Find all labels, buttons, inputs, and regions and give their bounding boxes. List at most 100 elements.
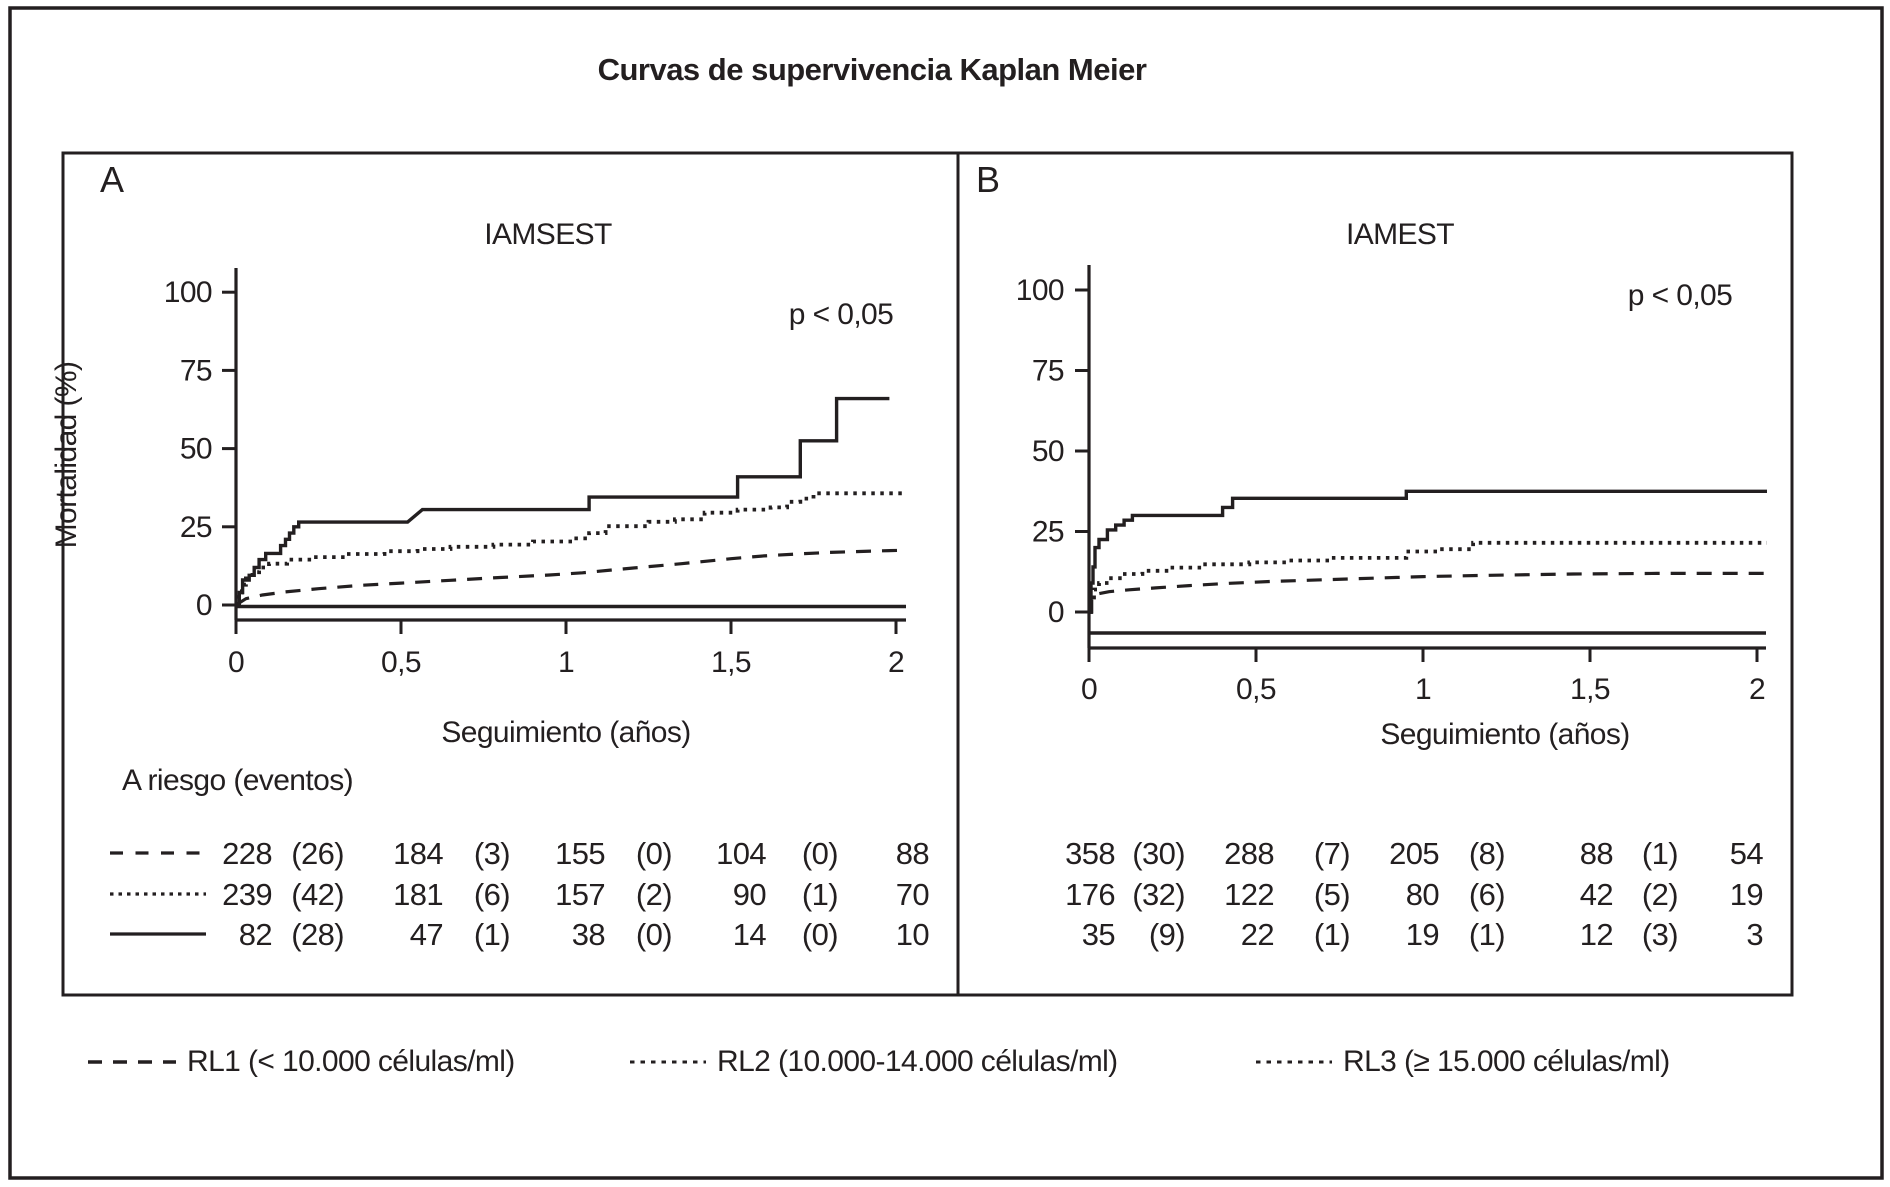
panel-b-x-tick-label: 1: [1415, 673, 1431, 706]
rl1-key-line-icon: [88, 1060, 176, 1064]
panel-b-y-tick-label: 50: [1032, 435, 1064, 468]
panel-a-at-risk-events: (2): [636, 877, 672, 912]
panel-a-y-tick-label: 75: [180, 354, 212, 387]
panel-b-at-risk-count: 176: [1065, 877, 1115, 912]
panel-b-curve-rl2: [1089, 540, 1767, 614]
panel-b-curve-rl1: [1089, 571, 1767, 614]
panel-b-curve-rl3: [1089, 489, 1767, 614]
panel-a-at-risk-count: 88: [896, 836, 929, 871]
panel-b-subtitle: IAMEST: [1346, 218, 1454, 251]
panel-b-at-risk-count: 12: [1580, 917, 1613, 952]
panel-b-x-axis-title: Seguimiento (años): [1380, 718, 1629, 751]
panel-b-at-risk-count: 80: [1406, 877, 1440, 912]
legend-item-rl1: RL1 (< 10.000 células/ml): [86, 1040, 515, 1084]
panel-b-at-risk-count: 54: [1730, 836, 1764, 871]
panel-a-at-risk-events: (1): [802, 877, 838, 912]
panel-a-x-tick-label: 0: [228, 646, 244, 679]
panel-a-y-tick-label: 0: [196, 589, 212, 622]
panel-b-at-risk-events: (6): [1469, 877, 1505, 912]
panel-b-at-risk-count: 19: [1406, 917, 1439, 952]
panel-a-at-risk-events: (28): [291, 917, 344, 952]
panel-a-at-risk-count: 239: [222, 877, 272, 912]
panel-b-x-tick-label: 0: [1081, 673, 1097, 706]
panel-a-at-risk-events: (0): [802, 836, 838, 871]
panel-b-y-tick-label: 100: [1016, 274, 1064, 307]
panel-b-at-risk-events: (30): [1132, 836, 1185, 871]
panel-b-y-tick-label: 0: [1048, 596, 1064, 629]
legend-label-rl2: RL2 (10.000-14.000 células/ml): [717, 1045, 1118, 1078]
panel-b-at-risk-events: (1): [1314, 917, 1350, 952]
panel-a-at-risk-count: 155: [555, 836, 605, 871]
panel-b-at-risk-events: (1): [1469, 917, 1505, 952]
panel-a-y-tick-label: 100: [164, 276, 212, 309]
panel-a-x-tick-label: 1: [558, 646, 574, 679]
panel-a-curve-rl1: [235, 548, 903, 607]
legend-item-rl3: RL3 (≥ 15.000 células/ml): [1254, 1040, 1670, 1084]
panel-b-x-tick-label: 0,5: [1236, 673, 1276, 706]
panel-a-at-risk-count: 157: [555, 877, 605, 912]
panel-a-curve-rl2: [236, 491, 906, 607]
panel-b-at-risk-events: (3): [1642, 917, 1678, 952]
panel-a-at-risk-count: 70: [896, 877, 930, 912]
panel-b-p-value: p < 0,05: [1628, 279, 1732, 312]
panel-a-at-risk-count: 184: [393, 836, 443, 871]
panel-a-at-risk-count: 10: [896, 917, 930, 952]
rl2-key-line-icon: [630, 1060, 706, 1064]
panel-b-at-risk-events: (8): [1469, 836, 1505, 871]
panel-b-at-risk-events: (1): [1642, 836, 1678, 871]
panel-b-x-tick-label: 2: [1749, 673, 1765, 706]
panel-b-at-risk-count: 358: [1065, 836, 1115, 871]
panel-a-curve-rl3: [236, 396, 890, 607]
panel-b-at-risk-events: (7): [1314, 836, 1350, 871]
panel-b-at-risk-events: (32): [1132, 877, 1185, 912]
panel-a-at-risk-events: (1): [474, 917, 510, 952]
panel-a-y-axis-title: Mortalidad (%): [50, 362, 83, 549]
panel-b-at-risk-count: 35: [1082, 917, 1115, 952]
panel-b-y-tick-label: 75: [1032, 355, 1064, 388]
panel-a-at-risk-count: 228: [222, 836, 272, 871]
panel-b-y-tick-label: 25: [1032, 516, 1064, 549]
panels-box: [61, 151, 1794, 997]
panel-a-at-risk-events: (3): [474, 836, 510, 871]
panel-a-y-tick-label: 50: [180, 433, 212, 466]
panel-a-at-risk-count: 14: [733, 917, 767, 952]
panel-b-at-risk-count: 19: [1730, 877, 1763, 912]
panel-b-at-risk-count: 122: [1224, 877, 1274, 912]
panel-a-at-risk-count: 47: [410, 917, 443, 952]
panel-a-x-tick-label: 0,5: [381, 646, 421, 679]
panel-b-at-risk-events: (9): [1149, 917, 1185, 952]
panel-a-y-tick-label: 25: [180, 511, 212, 544]
legend-label-rl3: RL3 (≥ 15.000 células/ml): [1343, 1045, 1670, 1078]
panel-a-at-risk-events: (0): [636, 917, 672, 952]
panel-b-at-risk-count: 42: [1580, 877, 1613, 912]
panel-a-label: A: [100, 159, 124, 200]
panel-a-at-risk-events: (0): [802, 917, 838, 952]
panel-b-label: B: [976, 159, 999, 200]
panel-b-x-tick-label: 1,5: [1570, 673, 1610, 706]
legend-item-rl2: RL2 (10.000-14.000 células/ml): [628, 1040, 1118, 1084]
panel-a-at-risk-count: 181: [393, 877, 443, 912]
panel-b-at-risk-events: (5): [1314, 877, 1350, 912]
panel-a-at-risk-count: 104: [716, 836, 766, 871]
panel-a-p-value: p < 0,05: [789, 298, 893, 331]
panel-b-at-risk-count: 22: [1241, 917, 1274, 952]
panel-a-x-tick-label: 1,5: [711, 646, 751, 679]
panel-a-at-risk-count: 90: [733, 877, 767, 912]
panel-a-at-risk-events: (26): [291, 836, 344, 871]
rl3-key-line-icon: [1256, 1060, 1332, 1064]
legend-label-rl1: RL1 (< 10.000 células/ml): [187, 1045, 515, 1078]
panel-a-at-risk-events: (0): [636, 836, 672, 871]
panel-a-at-risk-header: A riesgo (eventos): [122, 764, 353, 797]
panel-b-at-risk-events: (2): [1642, 877, 1678, 912]
figure-title: Curvas de supervivencia Kaplan Meier: [597, 52, 1147, 87]
panel-a-at-risk-count: 38: [572, 917, 605, 952]
panel-a-x-axis-title: Seguimiento (años): [441, 716, 690, 749]
panel-b-at-risk-count: 205: [1389, 836, 1439, 871]
panel-b-at-risk-count: 88: [1580, 836, 1613, 871]
panel-b-at-risk-count: 3: [1746, 917, 1763, 952]
panel-a-at-risk-count: 82: [239, 917, 272, 952]
panel-a-x-tick-label: 2: [888, 646, 904, 679]
legend: RL1 (< 10.000 células/ml) RL2 (10.000-14…: [0, 1040, 1890, 1084]
